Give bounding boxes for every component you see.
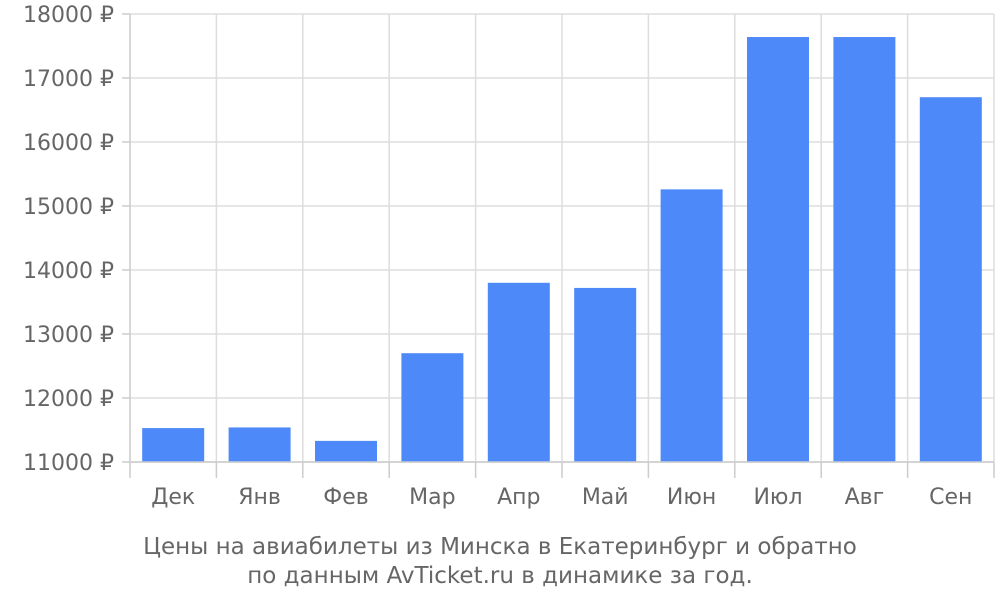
y-tick-label: 14000 ₽ <box>23 259 114 284</box>
chart-caption: Цены на авиабилеты из Минска в Екатеринб… <box>0 533 1000 591</box>
bar <box>833 37 896 462</box>
axes <box>122 13 995 478</box>
y-tick-label: 11000 ₽ <box>23 451 114 476</box>
x-tick-label: Сен <box>929 485 972 510</box>
bar <box>315 440 377 462</box>
grid-lines <box>130 13 995 463</box>
y-tick-label: 17000 ₽ <box>23 67 114 92</box>
bar <box>747 37 809 462</box>
bar <box>401 353 464 462</box>
x-tick-label: Янв <box>238 485 281 510</box>
x-tick-label: Апр <box>497 485 540 510</box>
caption-line-1: Цены на авиабилеты из Минска в Екатеринб… <box>143 534 857 560</box>
y-tick-label: 12000 ₽ <box>23 387 114 412</box>
bar <box>574 287 637 462</box>
x-tick-label: Июн <box>667 485 716 510</box>
y-tick-label: 16000 ₽ <box>23 131 114 156</box>
bar <box>919 97 982 462</box>
price-bar-chart: 11000 ₽ 12000 ₽ 13000 ₽ 14000 ₽ 15000 ₽ 16000… <box>23 3 995 510</box>
x-tick-label: Авг <box>845 485 885 510</box>
x-tick-label: Фев <box>323 485 368 510</box>
caption-line-2: по данным AvTicket.ru в динамике за год. <box>247 563 753 589</box>
bar <box>142 428 205 462</box>
bar <box>487 282 550 462</box>
y-tick-label: 18000 ₽ <box>23 3 114 28</box>
x-axis-ticks: Дек Янв Фев Мар Апр Май Июн Июл Авг Сен <box>151 485 972 510</box>
x-tick-label: Мар <box>409 485 455 510</box>
x-tick-label: Май <box>582 485 629 510</box>
bars <box>142 37 982 463</box>
x-tick-label: Июл <box>753 485 802 510</box>
y-axis-ticks: 11000 ₽ 12000 ₽ 13000 ₽ 14000 ₽ 15000 ₽ 16000… <box>23 3 114 476</box>
bar <box>228 427 291 462</box>
y-tick-label: 15000 ₽ <box>23 195 114 220</box>
y-tick-label: 13000 ₽ <box>23 323 114 348</box>
x-tick-label: Дек <box>151 485 195 510</box>
bar <box>660 189 723 463</box>
